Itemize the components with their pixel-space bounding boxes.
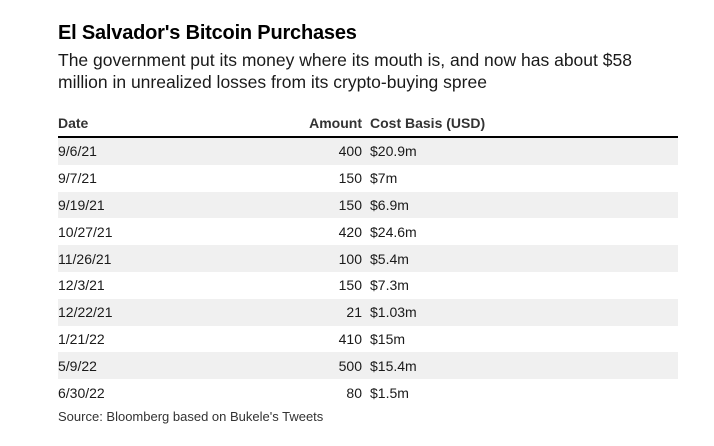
cell-date: 9/19/21 bbox=[58, 191, 188, 219]
table-row: 12/3/21 150 $7.3m bbox=[58, 272, 678, 299]
cell-amount: 500 bbox=[188, 352, 370, 380]
cell-cost-basis: $15.4m bbox=[370, 352, 678, 380]
cell-date: 1/21/22 bbox=[58, 330, 105, 347]
cell-date: 12/22/21 bbox=[58, 298, 188, 326]
cell-cost-basis: $7m bbox=[370, 170, 398, 187]
cell-amount: 410 bbox=[338, 330, 362, 347]
table-row: 6/30/22 80 $1.5m bbox=[58, 379, 678, 406]
cell-amount: 150 bbox=[338, 170, 362, 187]
cell-amount: 400 bbox=[188, 137, 370, 165]
cell-amount: 150 bbox=[338, 277, 362, 294]
header-row: Date Amount Cost Basis (USD) bbox=[58, 110, 678, 138]
table-row: 5/9/22 500 $15.4m bbox=[58, 352, 678, 380]
cell-date: 6/30/22 bbox=[58, 384, 105, 401]
cell-date: 10/27/21 bbox=[58, 223, 113, 240]
table-body: 9/6/21 400 $20.9m 9/7/21 150 $7m 9/19/21… bbox=[58, 137, 678, 406]
table-row: 9/19/21 150 $6.9m bbox=[58, 191, 678, 219]
cell-date: 9/6/21 bbox=[58, 137, 188, 165]
table-row: 1/21/22 410 $15m bbox=[58, 326, 678, 353]
cell-cost-basis: $6.9m bbox=[370, 191, 678, 219]
cell-date: 11/26/21 bbox=[58, 245, 188, 272]
cell-date: 5/9/22 bbox=[58, 352, 188, 380]
header-amount: Amount bbox=[188, 110, 370, 138]
cell-date: 12/3/21 bbox=[58, 277, 105, 294]
cell-amount: 21 bbox=[188, 298, 370, 326]
cell-cost-basis: $15m bbox=[370, 330, 406, 347]
table-row: 12/22/21 21 $1.03m bbox=[58, 298, 678, 326]
cell-date: 9/7/21 bbox=[58, 170, 97, 187]
cell-cost-basis: $24.6m bbox=[370, 223, 417, 240]
table-header: Date Amount Cost Basis (USD) bbox=[58, 110, 678, 138]
header-cost-basis: Cost Basis (USD) bbox=[370, 110, 678, 138]
table-row: 10/27/21 420 $24.6m bbox=[58, 218, 678, 245]
cell-amount: 100 bbox=[188, 245, 370, 272]
source-note: Source: Bloomberg based on Bukele's Twee… bbox=[58, 409, 324, 424]
page-title: El Salvador's Bitcoin Purchases bbox=[58, 22, 357, 44]
purchases-table: Date Amount Cost Basis (USD) 9/6/21 400 … bbox=[58, 110, 678, 406]
cell-amount: 420 bbox=[338, 223, 362, 240]
cell-cost-basis: $20.9m bbox=[370, 137, 678, 165]
cell-cost-basis: $5.4m bbox=[370, 245, 678, 272]
cell-amount: 150 bbox=[188, 191, 370, 219]
table-row: 9/7/21 150 $7m bbox=[58, 165, 678, 192]
page-subtitle: The government put its money where its m… bbox=[58, 50, 632, 92]
cell-cost-basis: $1.03m bbox=[370, 298, 678, 326]
table-row: 9/6/21 400 $20.9m bbox=[58, 137, 678, 165]
header-date: Date bbox=[58, 110, 188, 138]
cell-cost-basis: $1.5m bbox=[370, 384, 409, 401]
cell-amount: 80 bbox=[346, 384, 362, 401]
cell-cost-basis: $7.3m bbox=[370, 277, 409, 294]
table-row: 11/26/21 100 $5.4m bbox=[58, 245, 678, 272]
chart-container: El Salvador's Bitcoin Purchases The gove… bbox=[58, 20, 678, 406]
